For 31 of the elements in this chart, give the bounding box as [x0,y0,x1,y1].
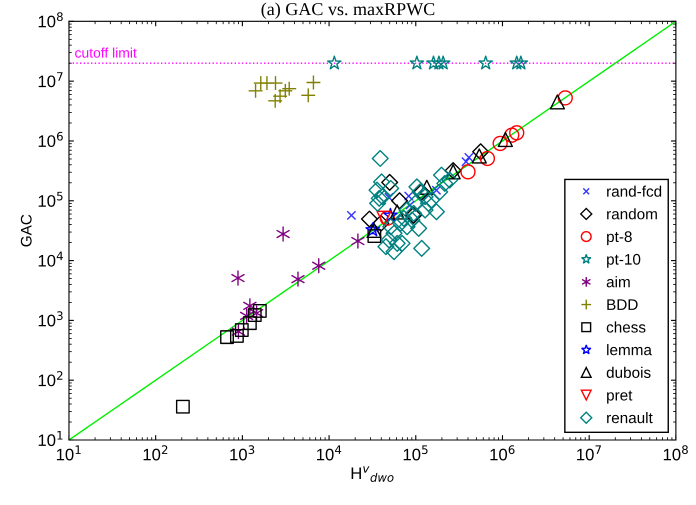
x-tick-label: 10$^{7}$ [577,445,601,460]
chart-title: (a) GAC vs. maxRPWC [262,2,434,19]
y-tick-label: 10$^{5}$ [38,192,63,207]
x-tick-label: 10$^{2}$ [144,445,168,460]
y-tick-label: 10$^{7}$ [38,72,63,88]
legend-label: pret [607,390,632,404]
legend-label: pt-10 [607,254,640,268]
legend-label: rand-fcd [607,186,662,197]
x-tick-label: 10$^{3}$ [230,445,254,460]
legend-label: lemma [607,344,652,356]
y-tick-label: 10$^{3}$ [38,311,63,326]
x-tick-label: 10$^{4}$ [317,445,342,460]
legend-label: dubois [606,366,651,378]
legend-label: chess [606,321,646,333]
y-tick-label: 10$^{6}$ [38,132,63,148]
y-tick-label: 10$^{1}$ [38,431,62,446]
legend-label: BDD [607,299,638,310]
y-tick-label: 10$^{4}$ [38,252,63,267]
x-tick-label: 10$^{1}$ [56,445,81,460]
legend-label: aim [606,276,630,288]
x-tick-label: 10$^{8}$ [664,445,688,460]
y-tick-label: 10$^{2}$ [38,371,62,386]
x-tick-label: 10$^{5}$ [404,445,428,460]
legend-label: renault [607,412,653,424]
legend-label: random [607,208,657,220]
y-tick-label: 10$^{8}$ [38,12,63,28]
y-axis-title: GAC [20,214,32,246]
ref-line-label: cutoff limit [75,48,137,58]
x-tick-label: 10$^{6}$ [490,445,515,460]
legend-label: pt-8 [607,231,632,246]
x-axis-title: H$^{v}$$_{dwo}$ [352,466,394,482]
